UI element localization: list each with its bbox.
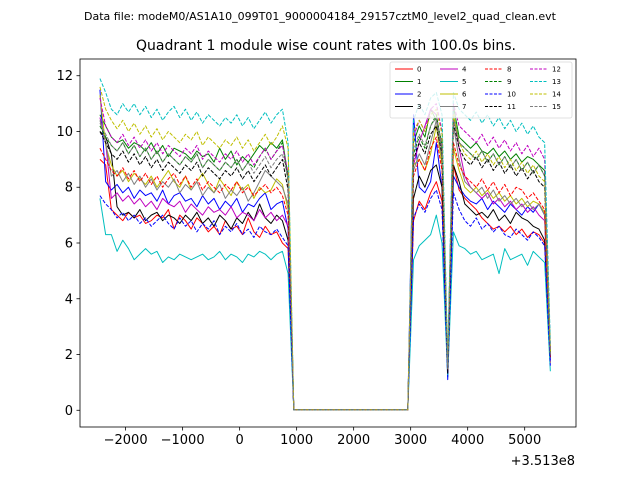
series-line-14 bbox=[99, 86, 551, 411]
x-tick-label: 5000 bbox=[508, 433, 541, 448]
x-tick-label: 3000 bbox=[394, 433, 427, 448]
legend-box bbox=[389, 61, 573, 119]
x-tick-label: 0 bbox=[235, 433, 243, 448]
x-tick-label: 4000 bbox=[451, 433, 484, 448]
legend-label-2: 2 bbox=[417, 91, 421, 99]
legend-label-11: 11 bbox=[507, 103, 516, 111]
x-tick-label: −2000 bbox=[104, 433, 148, 448]
legend-label-0: 0 bbox=[417, 66, 421, 74]
chart-suptitle: Data file: modeM0/AS1A10_099T01_90000041… bbox=[84, 10, 557, 23]
y-tick-label: 2 bbox=[65, 348, 73, 363]
legend-label-6: 6 bbox=[462, 91, 467, 99]
x-axis-offset-label: +3.513e8 bbox=[511, 454, 575, 469]
x-tick-label: 1000 bbox=[280, 433, 313, 448]
legend-label-9: 9 bbox=[507, 78, 511, 86]
legend-label-15: 15 bbox=[552, 103, 561, 111]
legend-label-7: 7 bbox=[462, 103, 466, 111]
y-tick-label: 10 bbox=[56, 125, 73, 140]
series-line-15 bbox=[99, 117, 551, 411]
y-tick-label: 6 bbox=[65, 237, 73, 252]
legend-label-14: 14 bbox=[552, 91, 561, 99]
y-tick-label: 12 bbox=[56, 69, 73, 84]
chart-title: Quadrant 1 module wise count rates with … bbox=[136, 38, 516, 54]
x-tick-label: 2000 bbox=[337, 433, 370, 448]
series-line-12 bbox=[99, 97, 551, 411]
legend-label-3: 3 bbox=[417, 103, 421, 111]
legend-label-10: 10 bbox=[507, 91, 516, 99]
x-tick-label: −1000 bbox=[161, 433, 205, 448]
legend-label-12: 12 bbox=[552, 66, 561, 74]
y-tick-label: 0 bbox=[65, 404, 73, 419]
series-lines bbox=[99, 78, 551, 411]
legend-label-8: 8 bbox=[507, 66, 511, 74]
legend-label-5: 5 bbox=[462, 78, 466, 86]
legend-label-4: 4 bbox=[462, 66, 467, 74]
legend-label-1: 1 bbox=[417, 78, 421, 86]
y-tick-label: 8 bbox=[65, 181, 73, 196]
legend-label-13: 13 bbox=[552, 78, 561, 86]
y-tick-label: 4 bbox=[65, 292, 73, 307]
plot-area: −2000 −1000 0 1000 2000 3000 4000 5000024681012… bbox=[56, 58, 577, 448]
